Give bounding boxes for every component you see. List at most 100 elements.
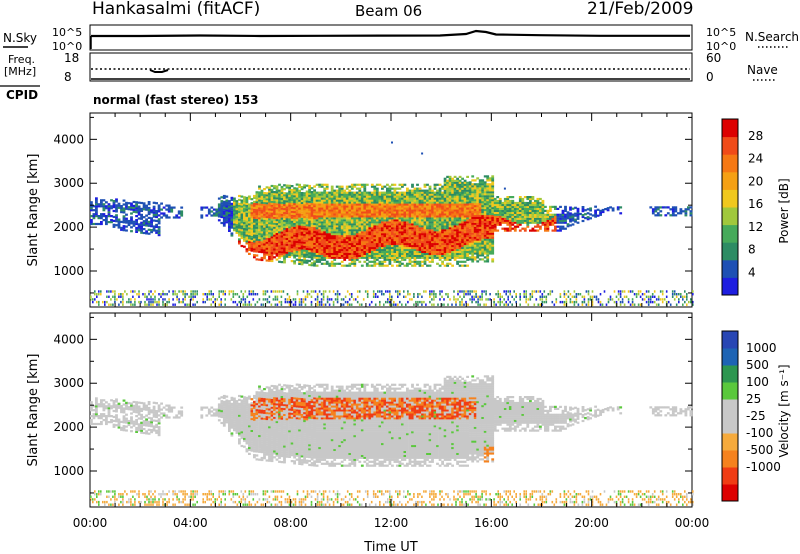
power-cell	[224, 298, 226, 301]
power-cell	[142, 224, 146, 227]
power-cell	[318, 211, 322, 214]
power-cell	[280, 233, 284, 236]
power-cell	[192, 298, 194, 301]
power-cell	[373, 240, 377, 244]
power-cell	[401, 235, 404, 238]
power-cell	[375, 193, 379, 196]
power-cell	[503, 213, 507, 216]
power-cell	[418, 239, 422, 242]
power-cell	[260, 201, 264, 204]
power-cell	[248, 252, 251, 255]
power-cell	[268, 255, 271, 258]
power-cell	[358, 221, 362, 224]
power-cell	[310, 220, 314, 223]
power-cell	[310, 244, 314, 247]
power-cell	[120, 293, 122, 296]
power-cell	[375, 215, 379, 218]
power-cell	[461, 219, 464, 222]
power-cell	[478, 246, 482, 249]
power-cell	[92, 213, 96, 216]
power-cell	[338, 242, 342, 246]
power-cell	[132, 210, 136, 213]
power-cell	[263, 249, 266, 252]
power-cell	[468, 210, 472, 214]
power-cell	[373, 252, 377, 255]
power-cell	[278, 252, 281, 255]
power-cell	[556, 213, 560, 216]
power-cell	[421, 209, 424, 212]
power-cell	[413, 252, 417, 255]
power-cell	[225, 205, 229, 208]
power-cell	[122, 303, 124, 306]
power-cell	[305, 202, 309, 205]
power-cell	[534, 199, 537, 203]
power-cell	[511, 205, 515, 208]
power-cell	[136, 293, 138, 296]
power-cell	[300, 253, 304, 256]
power-cell	[138, 293, 140, 296]
power-cell	[378, 262, 382, 265]
power-cell	[293, 201, 296, 204]
power-cell	[323, 183, 327, 186]
power-cell	[253, 214, 256, 217]
power-cell	[95, 209, 98, 212]
power-cell	[168, 300, 170, 304]
power-cell	[473, 224, 477, 227]
power-cell	[531, 213, 535, 216]
power-cell	[393, 191, 397, 194]
power-cell	[273, 242, 276, 245]
power-cell	[481, 244, 485, 247]
power-cell	[335, 231, 339, 234]
power-cell	[471, 224, 475, 227]
power-cell	[360, 183, 364, 186]
power-cell	[383, 229, 387, 232]
power-cell	[360, 239, 364, 242]
power-cell	[473, 195, 477, 198]
power-cell	[298, 185, 301, 188]
power-cell	[438, 231, 442, 234]
power-cell	[303, 251, 306, 254]
power-cell	[360, 201, 364, 204]
power-cell	[92, 300, 94, 304]
power-cell	[152, 229, 156, 232]
power-cell	[483, 248, 487, 251]
power-cell	[110, 221, 113, 224]
power-cell	[451, 221, 454, 224]
power-cell	[313, 240, 316, 243]
power-cell	[421, 197, 424, 200]
power-cell	[225, 203, 229, 206]
power-cell	[127, 223, 131, 227]
power-cell	[303, 194, 306, 197]
power-cell	[383, 221, 387, 224]
power-cell	[360, 252, 364, 255]
power-cell	[406, 203, 409, 206]
power-cell	[122, 199, 126, 202]
power-cell	[478, 183, 482, 186]
power-cell	[308, 256, 311, 259]
power-cell	[184, 303, 186, 306]
power-cell	[365, 183, 369, 186]
power-cell	[135, 226, 138, 230]
power-cell	[406, 229, 409, 232]
power-cell	[235, 223, 239, 226]
power-cell	[360, 185, 364, 188]
power-cell	[471, 195, 475, 198]
power-cell	[383, 254, 387, 257]
power-cell	[288, 242, 291, 245]
power-cell	[112, 223, 116, 226]
power-cell	[599, 209, 602, 212]
power-cell	[659, 214, 663, 217]
power-cell	[388, 201, 392, 204]
power-cell	[396, 254, 399, 257]
power-cell	[228, 223, 231, 226]
power-cell	[303, 259, 306, 262]
power-cell	[391, 256, 394, 259]
power-cell	[431, 227, 434, 230]
power-cell	[546, 225, 550, 228]
power-cell	[260, 215, 264, 218]
power-cell	[263, 207, 266, 210]
power-cell	[486, 218, 490, 221]
power-cell	[453, 189, 457, 192]
power-cell	[147, 203, 151, 206]
power-cell	[280, 255, 284, 258]
